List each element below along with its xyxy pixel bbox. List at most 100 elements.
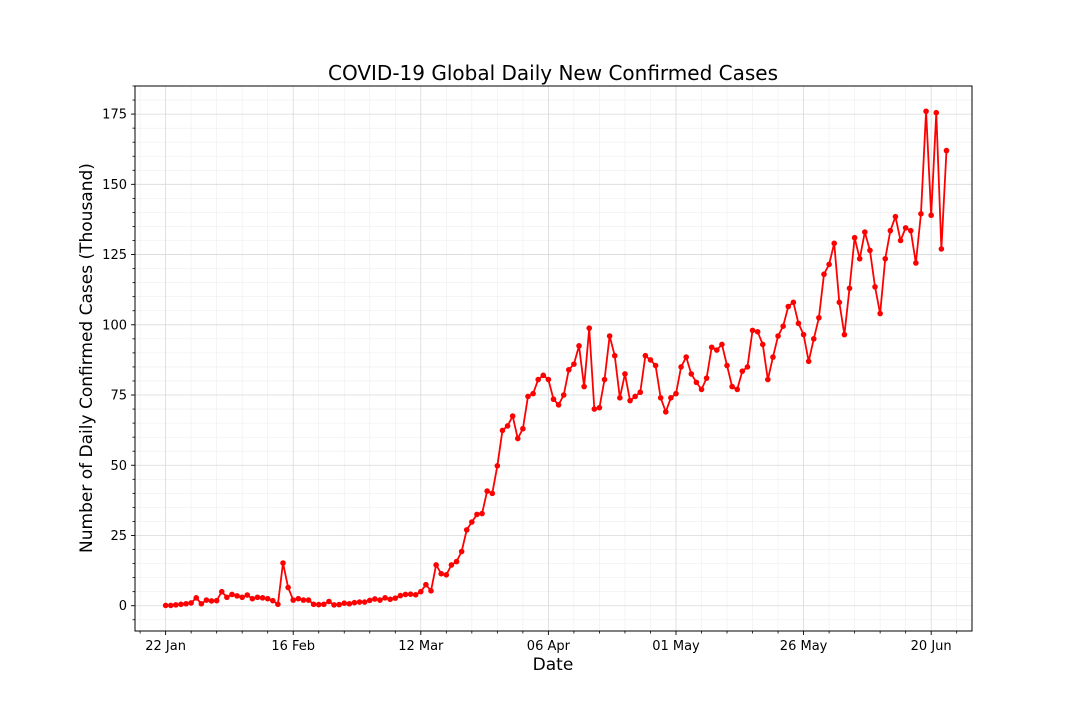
data-point [162,602,169,609]
data-point [805,358,812,365]
data-point [494,463,501,469]
data-point [642,352,649,359]
data-point [734,386,741,393]
data-point [438,570,445,577]
data-point [622,371,628,377]
data-point [790,299,797,306]
y-tick-label: 100 [102,318,127,333]
data-point [678,364,684,370]
data-point [566,366,572,373]
series-layer [162,108,950,609]
data-point [606,333,613,339]
chart-title: COVID-19 Global Daily New Confirmed Case… [328,61,778,85]
data-point [739,368,746,374]
data-point [785,303,792,310]
data-point [632,393,638,400]
data-point [591,406,598,412]
data-point [928,212,934,219]
data-point [724,362,730,369]
data-point [433,562,439,568]
data-point [637,389,644,396]
data-point [550,396,557,403]
data-point [540,372,547,379]
y-tick-label: 0 [119,599,127,614]
data-point [310,601,317,608]
data-point [198,600,205,607]
data-point [673,390,679,397]
data-point [458,548,465,555]
data-point [366,597,373,604]
data-point [239,594,245,601]
data-point [356,599,363,605]
data-point [770,354,776,360]
x-axis: 22 Jan 16 Feb 12 Mar 06 Apr 01 May 26 May 20 J… [139,631,958,654]
data-point [173,602,179,608]
data-point [443,572,450,578]
data-point [382,595,388,601]
data-point [300,597,307,603]
data-point [780,323,786,329]
data-point [275,601,281,608]
data-point [520,425,526,432]
data-point [872,284,878,290]
data-point [719,341,725,348]
data-point [305,597,312,603]
data-point [938,246,945,252]
data-point [351,599,358,606]
data-point [708,344,715,351]
plot-frame [134,85,973,632]
data-point [729,383,735,390]
data-point [290,597,297,603]
data-point [530,390,536,397]
data-point [882,255,889,262]
data-point [749,327,756,334]
data-point [208,598,215,604]
data-point [469,519,475,525]
x-tick-label: 01 May [652,639,700,654]
y-tick-label: 175 [102,108,127,123]
y-tick-label: 50 [110,459,127,474]
data-point [428,588,434,594]
data-point [933,109,940,116]
major-gridlines [135,86,972,631]
data-point [877,310,883,317]
data-point [392,595,399,601]
data-point [412,591,419,598]
data-point [657,395,664,401]
data-point [418,588,424,595]
data-point [555,402,562,408]
data-point [535,376,541,383]
data-point [601,376,608,383]
data-point [611,352,618,359]
data-point [474,511,480,518]
data-point [326,598,332,605]
data-point [867,247,873,254]
data-point [397,592,404,599]
data-point [264,595,271,602]
data-point [229,591,235,598]
data-point [851,234,858,241]
data-point [509,413,516,419]
data-point [923,108,929,115]
data-point [596,404,603,411]
data-point [560,392,567,398]
data-point [775,333,781,339]
data-point [372,596,378,602]
data-point [826,261,832,268]
data-point [514,435,521,442]
data-point [193,595,200,601]
data-point [846,285,853,292]
data-point [280,560,286,566]
data-point [377,597,383,603]
data-point [795,320,802,327]
data-point [489,490,496,497]
data-point [295,595,302,602]
data-point [841,331,848,338]
data-point [188,600,194,606]
data-point [244,592,251,598]
y-axis: 0 25 50 75 100 125 150 175 [102,85,135,621]
data-point [504,423,511,429]
x-tick-label: 26 May [780,639,828,654]
y-tick-label: 125 [102,248,127,263]
